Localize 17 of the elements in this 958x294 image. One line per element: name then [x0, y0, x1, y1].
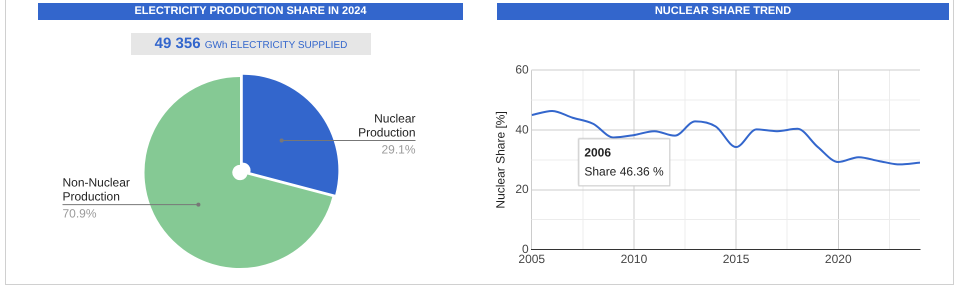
chart-title: NUCLEAR SHARE TREND — [497, 3, 949, 20]
annotation: Share 46.36 % — [584, 164, 664, 178]
data-label: 29.1% — [381, 142, 416, 156]
annotation: 2006 — [584, 145, 612, 160]
chart-title: ELECTRICITY PRODUCTION SHARE IN 2024 — [38, 3, 463, 20]
y-tick-label: 60 — [515, 62, 530, 77]
line-series — [532, 110, 920, 166]
y-tick-label: 40 — [515, 122, 530, 136]
slice-label: Non-Nuclear Production — [62, 176, 130, 204]
data-label: 70.9% — [62, 206, 97, 221]
y-tick-label: 20 — [515, 182, 530, 196]
y-axis-title: Nuclear Share [%] — [494, 111, 508, 209]
slice-label: Nuclear Production — [358, 111, 416, 140]
x-tick-label: 2010 — [620, 252, 648, 266]
x-tick-label: 2015 — [722, 252, 750, 266]
chart-subtitle: 49 356 GWh ELECTRICITY SUPPLIED — [131, 33, 371, 55]
x-tick-label: 2020 — [824, 252, 852, 266]
